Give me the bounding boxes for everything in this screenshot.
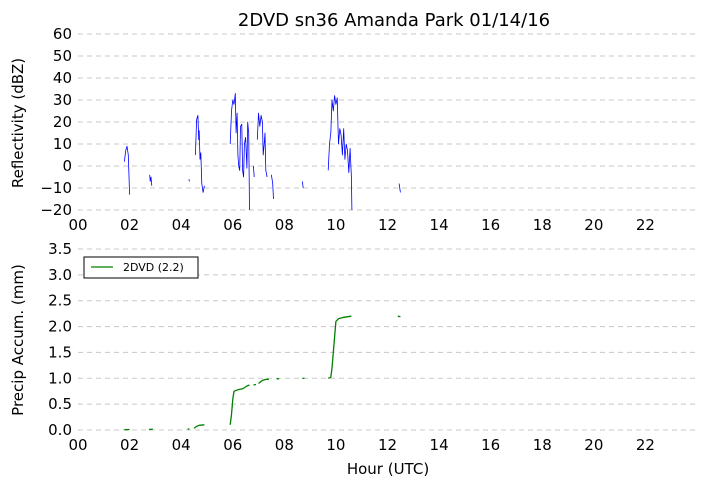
bottom-x-tick-label: 12 — [378, 436, 397, 454]
top-x-tick-label: 04 — [172, 216, 191, 234]
bottom-y-tick-label: 0.5 — [48, 395, 72, 413]
bottom-series-segment — [229, 384, 250, 425]
bottom-x-tick-label: 10 — [326, 436, 345, 454]
top-x-tick-label: 14 — [430, 216, 449, 234]
bottom-y-tick-label: 0.0 — [48, 421, 72, 439]
top-y-tick-label: 20 — [53, 113, 72, 131]
top-y-tick-label: 10 — [53, 135, 72, 153]
bottom-x-tick-label: 14 — [430, 436, 449, 454]
top-y-tick-label: 0 — [62, 157, 72, 175]
bottom-y-tick-label: 2.5 — [48, 292, 72, 310]
bottom-x-tick-label: 18 — [533, 436, 552, 454]
top-series-segment — [229, 93, 250, 211]
bottom-x-tick-label: 08 — [275, 436, 294, 454]
top-y-tick-label: 60 — [53, 25, 72, 43]
bottom-y-tick-label: 1.5 — [48, 343, 72, 361]
top-x-tick-label: 12 — [378, 216, 397, 234]
top-series-segment — [271, 174, 274, 200]
top-series-segment — [327, 95, 353, 211]
top-y-axis-label: Reflectivity (dBZ) — [9, 58, 27, 188]
bottom-y-tick-label: 2.0 — [48, 318, 72, 336]
top-y-tick-label: −20 — [40, 201, 72, 219]
bottom-x-tick-label: 20 — [584, 436, 603, 454]
top-series-segment — [195, 115, 205, 193]
top-y-tick-label: −10 — [40, 179, 72, 197]
chart-title: 2DVD sn36 Amanda Park 01/14/16 — [238, 10, 550, 31]
bottom-y-tick-label: 1.0 — [48, 369, 72, 387]
bottom-x-tick-label: 06 — [223, 436, 242, 454]
top-series-segment — [149, 174, 153, 186]
top-y-tick-label: 40 — [53, 69, 72, 87]
bottom-x-tick-label: 04 — [172, 436, 191, 454]
top-x-tick-label: 00 — [68, 216, 87, 234]
top-x-tick-label: 22 — [636, 216, 655, 234]
top-x-tick-label: 02 — [120, 216, 139, 234]
legend-entry: 2DVD (2.2) — [123, 261, 184, 274]
bottom-series-segment — [193, 424, 205, 429]
bottom-x-tick-label: 02 — [120, 436, 139, 454]
bottom-y-axis-label: Precip Accum. (mm) — [9, 264, 27, 416]
top-series-segment — [398, 183, 401, 193]
top-y-tick-label: 50 — [53, 47, 72, 65]
top-x-tick-label: 10 — [326, 216, 345, 234]
x-axis-label: Hour (UTC) — [347, 460, 429, 478]
bottom-series-segment — [397, 315, 401, 318]
bottom-y-tick-label: 3.0 — [48, 266, 72, 284]
top-x-tick-label: 18 — [533, 216, 552, 234]
bottom-x-tick-label: 00 — [68, 436, 87, 454]
top-x-tick-label: 20 — [584, 216, 603, 234]
bottom-y-tick-label: 3.5 — [48, 240, 72, 258]
top-series-segment — [302, 181, 304, 189]
top-x-tick-label: 06 — [223, 216, 242, 234]
legend-box — [83, 256, 199, 279]
top-series-segment — [253, 165, 255, 178]
top-series-segment — [188, 179, 190, 182]
top-x-tick-label: 08 — [275, 216, 294, 234]
top-series-segment — [124, 145, 130, 195]
bottom-x-tick-label: 22 — [636, 436, 655, 454]
top-series-segment — [256, 112, 268, 178]
legend: 2DVD (2.2) — [83, 256, 199, 279]
bottom-series-segment — [253, 383, 257, 386]
top-y-tick-label: 30 — [53, 91, 72, 109]
bottom-series-segment — [327, 315, 352, 379]
bottom-series-segment — [258, 378, 269, 385]
bottom-x-tick-label: 16 — [481, 436, 500, 454]
top-x-tick-label: 16 — [481, 216, 500, 234]
precip-panel: 3.5 3.0 2.5 2.0 1.5 1.0 0.5 0.000 02 04 06 08 10 12 14… — [48, 240, 697, 454]
